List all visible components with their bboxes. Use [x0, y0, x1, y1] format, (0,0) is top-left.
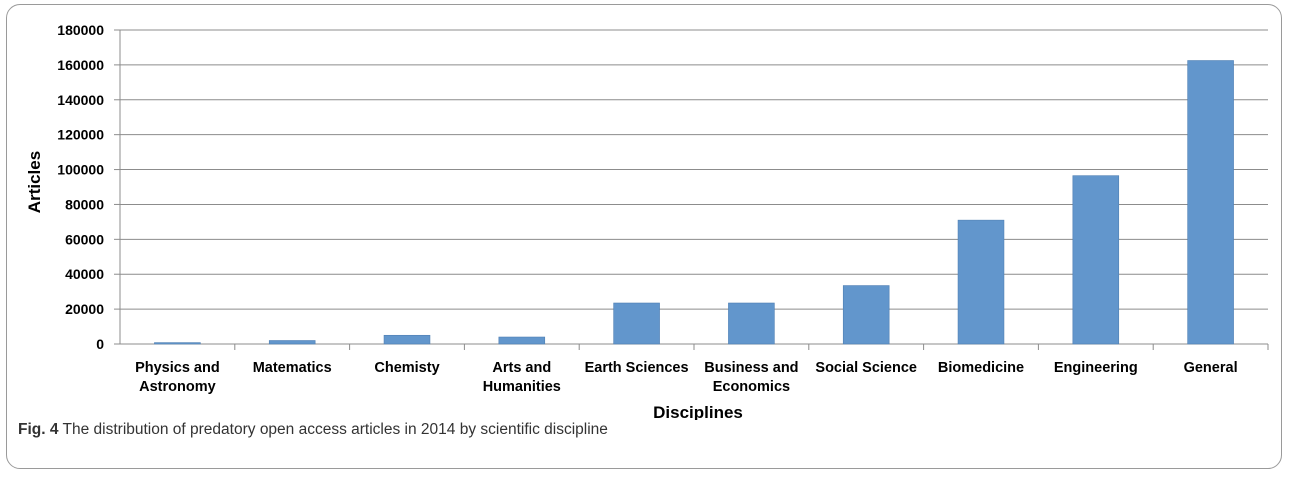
- x-tick-label: Humanities: [483, 379, 561, 395]
- y-tick-label: 120000: [57, 127, 104, 143]
- bar: [1187, 60, 1234, 345]
- y-tick-label: 100000: [57, 162, 104, 178]
- x-tick-label: Physics and: [135, 360, 220, 376]
- y-tick-label: 40000: [65, 266, 104, 282]
- figure-caption: Fig. 4 The distribution of predatory ope…: [18, 421, 608, 439]
- bar-chart: 0 20000 40000 60000 80000 100000 120000 140000 1…: [25, 22, 1269, 420]
- figure-frame: [6, 4, 1282, 469]
- x-tick-label: General: [1184, 360, 1238, 376]
- x-tick-label: Social Science: [815, 360, 917, 376]
- x-tick-label: Astronomy: [139, 379, 216, 395]
- bar: [728, 302, 775, 345]
- x-tick-label: Economics: [713, 379, 790, 395]
- y-axis-label: Articles: [25, 151, 44, 213]
- figure-caption-text: The distribution of predatory open acces…: [62, 421, 608, 438]
- y-tick-labels: 0 20000 40000 60000 80000 100000 120000 140000 1…: [57, 22, 104, 352]
- x-tick-labels: Physics and Astronomy Matematics Chemisty Ar…: [135, 360, 1238, 395]
- bar: [957, 219, 1005, 345]
- x-tick-label: Engineering: [1054, 360, 1138, 376]
- bar: [613, 302, 660, 345]
- y-tick-label: 80000: [65, 196, 104, 212]
- y-tick-label: 20000: [65, 301, 104, 317]
- bar: [268, 340, 316, 345]
- x-tick-label: Matematics: [253, 360, 332, 376]
- x-tick-label: Arts and: [492, 360, 551, 376]
- y-tick-label: 180000: [57, 22, 104, 38]
- bar: [1072, 175, 1120, 345]
- y-tick-label: 0: [96, 336, 104, 352]
- x-tick-label: Business and: [704, 360, 798, 376]
- bar: [154, 342, 201, 345]
- y-tick-label: 60000: [65, 231, 104, 247]
- figure-caption-label: Fig. 4: [18, 421, 59, 438]
- x-tick-label: Earth Sciences: [585, 360, 689, 376]
- bar: [383, 334, 431, 345]
- bars: [154, 60, 1234, 345]
- y-tick-label: 140000: [57, 92, 104, 108]
- x-tick-label: Chemisty: [374, 360, 439, 376]
- x-axis-label: Disciplines: [653, 403, 743, 420]
- bar: [498, 336, 546, 345]
- bar: [842, 285, 890, 345]
- x-tick-label: Biomedicine: [938, 360, 1024, 376]
- y-tick-label: 160000: [57, 57, 104, 73]
